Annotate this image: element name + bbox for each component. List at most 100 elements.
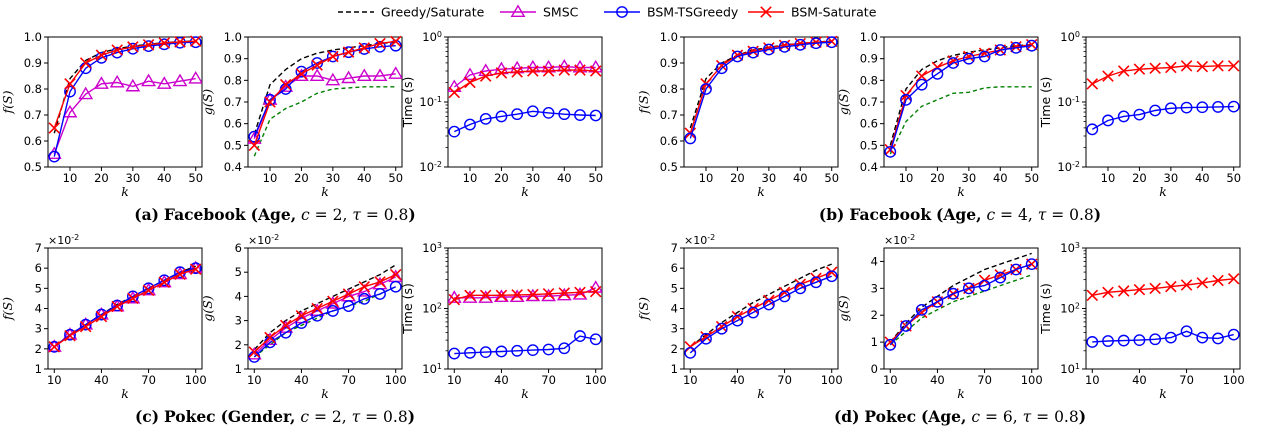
y-tick-label: 3 bbox=[871, 281, 878, 295]
data-point bbox=[174, 268, 186, 280]
data-point bbox=[156, 76, 172, 89]
data-point bbox=[1102, 114, 1114, 127]
caption-dataset: Facebook bbox=[163, 205, 246, 224]
x-axis-label: k bbox=[957, 184, 965, 199]
chart-d-t: 10 40 70 100 101 102 103 k Time (s) bbox=[1038, 241, 1245, 402]
series-line bbox=[253, 276, 396, 356]
series-greedy bbox=[53, 40, 196, 134]
data-point bbox=[311, 59, 323, 71]
y-axis-label: f(S) bbox=[636, 297, 651, 321]
x-tick-label: 40 bbox=[494, 373, 509, 387]
legend-marker bbox=[510, 4, 526, 18]
y-tick-label: 100 bbox=[422, 30, 442, 45]
x-tick-label: 70 bbox=[341, 373, 356, 387]
data-point bbox=[778, 39, 791, 52]
y-axis-label: f(S) bbox=[636, 90, 651, 114]
data-point bbox=[95, 308, 108, 321]
data-point bbox=[448, 125, 461, 138]
caption-tau: 0.8 bbox=[1054, 408, 1079, 426]
x-axis-label: k bbox=[521, 184, 529, 199]
data-point bbox=[125, 78, 141, 92]
data-point bbox=[994, 44, 1007, 56]
data-point bbox=[715, 62, 728, 75]
data-point bbox=[900, 320, 912, 332]
caption-label: (a) bbox=[134, 205, 159, 224]
x-tick-label: 40 bbox=[1195, 171, 1210, 185]
x-tick-label: 30 bbox=[126, 171, 141, 185]
data-point bbox=[574, 109, 586, 121]
data-point bbox=[279, 78, 292, 91]
y-tick-label: 4 bbox=[671, 302, 678, 316]
data-point bbox=[731, 314, 744, 327]
data-point bbox=[389, 35, 402, 48]
data-point bbox=[825, 270, 838, 283]
data-point bbox=[48, 341, 61, 353]
data-point bbox=[374, 40, 386, 53]
series-tsgreedy bbox=[48, 36, 202, 163]
plot-area bbox=[684, 35, 838, 145]
data-point bbox=[731, 310, 744, 323]
series-tsgreedy bbox=[448, 330, 602, 360]
legend-marker bbox=[760, 6, 772, 18]
series-line bbox=[889, 274, 1032, 346]
series-line bbox=[53, 77, 196, 155]
data-point bbox=[358, 280, 371, 293]
data-point bbox=[1102, 335, 1114, 347]
data-point bbox=[189, 262, 202, 275]
series-line bbox=[1092, 330, 1234, 343]
legend-label: SMSC bbox=[543, 5, 579, 20]
y-exponent-label: ×10-2 bbox=[48, 233, 79, 248]
data-point bbox=[188, 71, 202, 84]
data-point bbox=[1227, 328, 1240, 341]
data-point bbox=[884, 145, 897, 158]
x-axis-label: k bbox=[757, 184, 765, 199]
data-point bbox=[509, 289, 525, 303]
data-point bbox=[311, 302, 323, 315]
y-tick-label: 2 bbox=[35, 342, 42, 356]
x-tick-label: 30 bbox=[762, 171, 777, 185]
caption-dataset: Pokec bbox=[864, 407, 917, 426]
x-tick-label: 40 bbox=[557, 171, 572, 185]
data-point bbox=[794, 282, 807, 295]
y-axis-label: g(S) bbox=[836, 89, 851, 115]
data-point bbox=[111, 44, 123, 56]
y-tick-label: 1.0 bbox=[860, 30, 878, 44]
data-point bbox=[574, 330, 586, 342]
plot-area bbox=[884, 252, 1038, 351]
y-tick-label: 0.4 bbox=[224, 160, 242, 174]
y-tick-label: 5 bbox=[35, 281, 42, 295]
legend-item: SMSC bbox=[500, 4, 579, 20]
plot-frame bbox=[47, 36, 203, 168]
data-point bbox=[1212, 60, 1224, 72]
data-point bbox=[1133, 283, 1146, 296]
series-extra bbox=[253, 286, 396, 358]
data-point bbox=[915, 70, 928, 82]
caption-label: (d) bbox=[833, 407, 860, 426]
x-tick-label: 70 bbox=[977, 373, 992, 387]
y-tick-label: 0.8 bbox=[24, 82, 42, 96]
data-point bbox=[95, 49, 108, 61]
caption-attr: Age bbox=[928, 407, 962, 426]
y-tick-label: 0.7 bbox=[660, 108, 678, 122]
data-point bbox=[994, 271, 1007, 284]
x-tick-label: 10 bbox=[247, 373, 262, 387]
data-point bbox=[1164, 331, 1177, 344]
data-point bbox=[1212, 274, 1224, 287]
series-saturate bbox=[1086, 60, 1240, 90]
series-line bbox=[253, 86, 396, 157]
data-point bbox=[947, 55, 959, 67]
data-point bbox=[374, 288, 386, 300]
data-point bbox=[158, 276, 171, 289]
data-point bbox=[684, 132, 697, 145]
caption-dataset: Pokec bbox=[164, 407, 216, 426]
x-tick-label: 30 bbox=[326, 171, 341, 185]
y-tick-label: 102 bbox=[422, 301, 442, 316]
series-line bbox=[454, 335, 596, 355]
x-axis-label: k bbox=[757, 386, 765, 401]
y-tick-label: 0.8 bbox=[860, 73, 878, 87]
data-point bbox=[1102, 70, 1114, 82]
data-point bbox=[1212, 332, 1224, 345]
x-tick-label: 40 bbox=[730, 373, 745, 387]
x-tick-label: 100 bbox=[821, 373, 843, 387]
series-extra bbox=[889, 274, 1032, 346]
